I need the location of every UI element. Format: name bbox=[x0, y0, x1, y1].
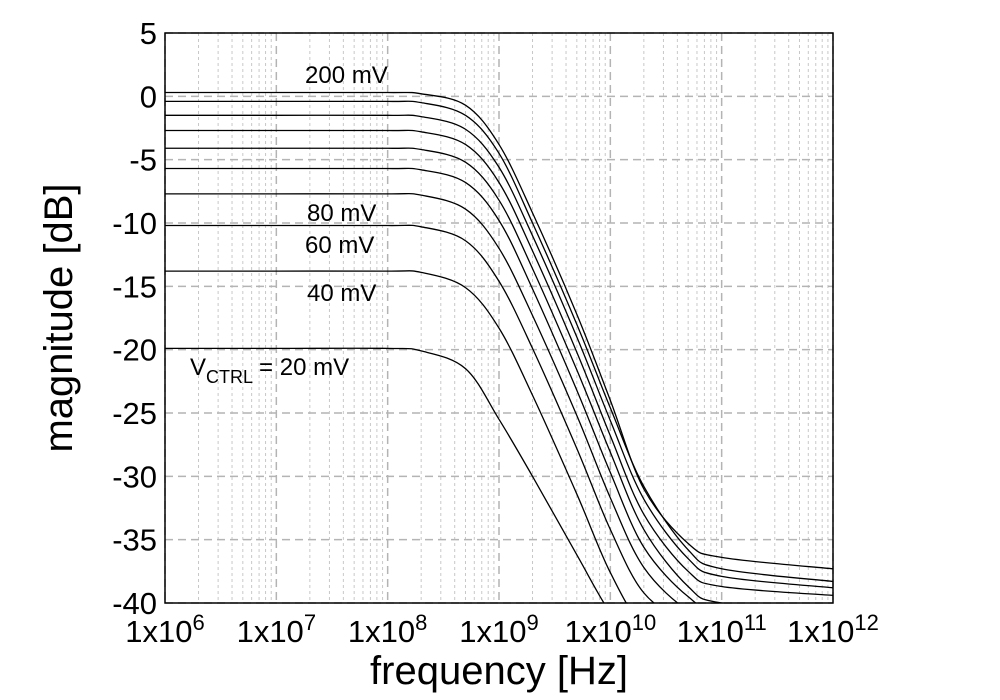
y-tick-label: -40 bbox=[112, 586, 157, 621]
annotation-text: 40 mV bbox=[307, 280, 376, 307]
x-tick-base: 1x10 bbox=[125, 614, 192, 649]
x-tick-exponent: 7 bbox=[304, 610, 316, 635]
x-tick-base: 1x10 bbox=[564, 614, 631, 649]
annotation-subscript: CTRL bbox=[206, 367, 253, 387]
x-tick-exponent: 12 bbox=[854, 610, 878, 635]
x-tick-label: 1x1011 bbox=[677, 610, 767, 649]
y-tick-label: 0 bbox=[140, 79, 157, 114]
y-tick-label: -15 bbox=[112, 269, 157, 304]
series-line bbox=[165, 91, 833, 570]
series-line bbox=[165, 147, 727, 603]
x-tick-exponent: 11 bbox=[744, 610, 767, 635]
x-tick-label: 1x1012 bbox=[787, 610, 879, 649]
series-line bbox=[165, 347, 605, 603]
x-tick-base: 1x10 bbox=[237, 614, 304, 649]
x-tick-exponent: 8 bbox=[415, 610, 427, 635]
x-tick-base: 1x10 bbox=[677, 614, 744, 649]
y-tick-label: -5 bbox=[129, 143, 157, 178]
x-tick-label: 1x108 bbox=[348, 610, 427, 649]
annotation-text: 60 mV bbox=[305, 232, 374, 259]
x-tick-exponent: 9 bbox=[526, 610, 538, 635]
series-line bbox=[165, 192, 679, 603]
plot-lines bbox=[165, 91, 833, 603]
y-tick-label: -20 bbox=[112, 333, 157, 368]
x-tick-label: 1x106 bbox=[125, 610, 204, 649]
y-tick-label: -10 bbox=[112, 206, 157, 241]
annotation: 80 mV bbox=[307, 200, 376, 227]
x-tick-exponent: 6 bbox=[192, 610, 204, 635]
annotation: 200 mV bbox=[305, 62, 388, 89]
series-line bbox=[165, 114, 833, 589]
y-tick-label: -35 bbox=[112, 523, 157, 558]
x-tick-base: 1x10 bbox=[348, 614, 415, 649]
series-line bbox=[165, 129, 833, 597]
y-tick-label: -30 bbox=[112, 459, 157, 494]
annotation: 40 mV bbox=[307, 280, 376, 307]
x-tick-label: 1x107 bbox=[237, 610, 316, 649]
y-axis-label: magnitude [dB] bbox=[37, 183, 81, 452]
annotation-tail: = 20 mV bbox=[259, 354, 349, 381]
annotation: VCTRL = 20 mV bbox=[190, 354, 349, 387]
x-tick-label: 1x1010 bbox=[564, 610, 656, 649]
annotation: 60 mV bbox=[305, 232, 374, 259]
y-tick-label: 5 bbox=[140, 16, 157, 51]
series-line bbox=[165, 270, 627, 603]
x-tick-base: 1x10 bbox=[787, 614, 854, 649]
annotation-text: V bbox=[190, 354, 206, 381]
series-line bbox=[165, 224, 655, 603]
x-tick-label: 1x109 bbox=[459, 610, 538, 649]
annotation-text: 80 mV bbox=[307, 200, 376, 227]
x-tick-exponent: 10 bbox=[632, 610, 656, 635]
x-axis-label: frequency [Hz] bbox=[370, 649, 628, 693]
y-tick-label: -25 bbox=[112, 396, 157, 431]
plot-frame bbox=[164, 32, 834, 604]
series-line bbox=[165, 167, 697, 603]
x-tick-base: 1x10 bbox=[459, 614, 526, 649]
series-line bbox=[165, 100, 833, 583]
annotation-text: 200 mV bbox=[305, 62, 388, 89]
